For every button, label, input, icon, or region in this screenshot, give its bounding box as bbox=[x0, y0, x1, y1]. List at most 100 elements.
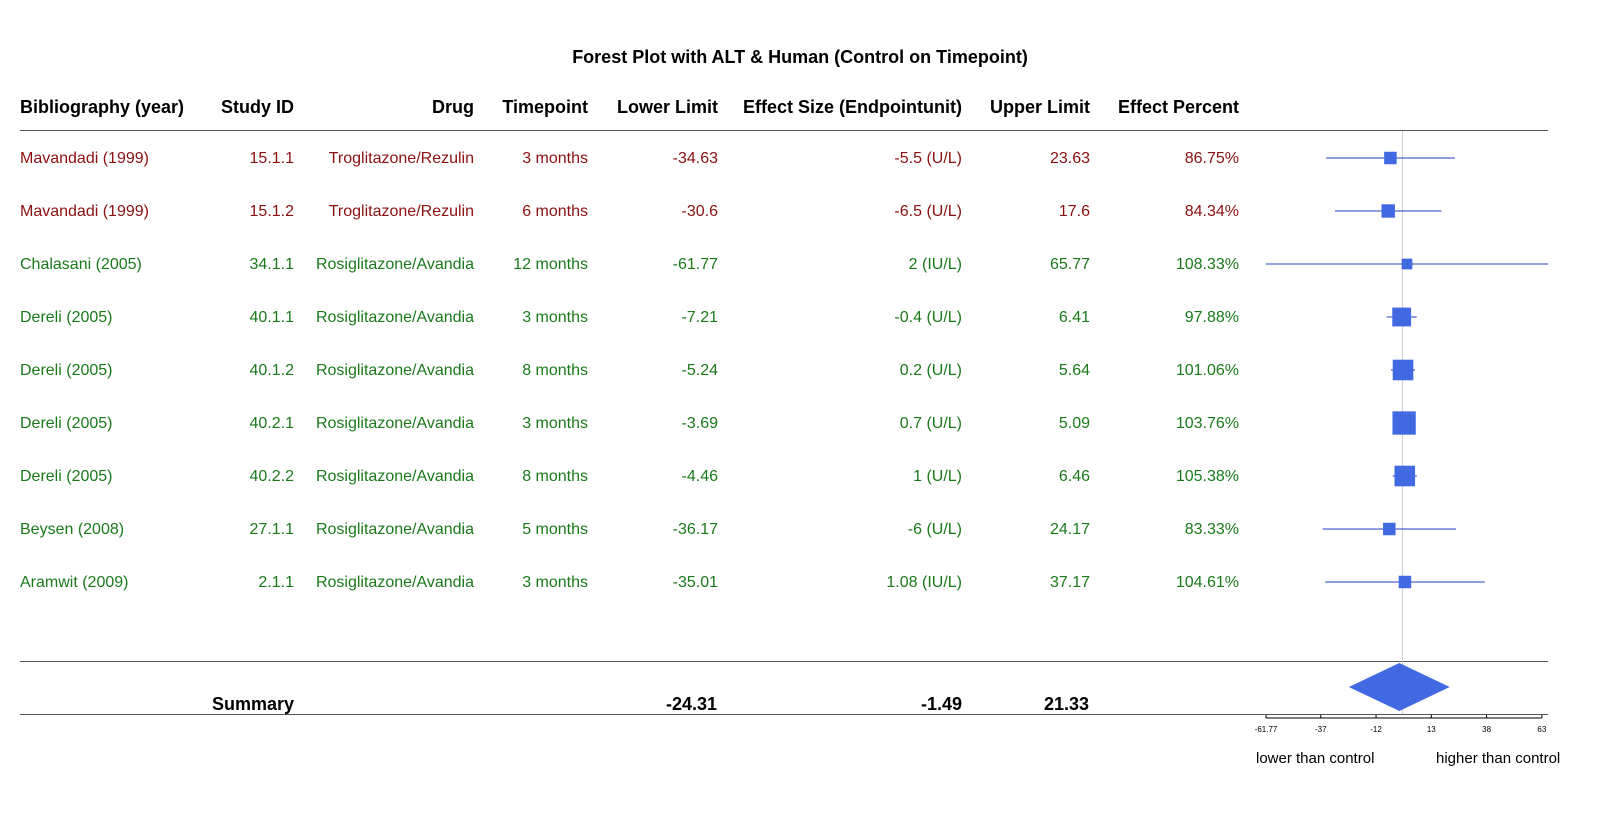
effect-marker bbox=[1394, 465, 1416, 487]
header-lower-limit: Lower Limit bbox=[616, 97, 718, 117]
cell-lower-limit: -34.63 bbox=[672, 150, 718, 167]
cell-upper-limit: 6.46 bbox=[1058, 468, 1090, 485]
cell-bibliography: Dereli (2005) bbox=[20, 468, 113, 485]
cell-lower-limit: -35.01 bbox=[672, 574, 718, 591]
cell-timepoint: 3 months bbox=[522, 574, 588, 591]
cell-study-id: 34.1.1 bbox=[249, 256, 294, 273]
cell-upper-limit: 37.17 bbox=[1049, 574, 1090, 591]
cell-effect-size: -5.5 (U/L) bbox=[894, 150, 962, 167]
cell-lower-limit: -30.6 bbox=[681, 203, 718, 220]
effect-marker bbox=[1392, 307, 1412, 327]
x-tick-label: -37 bbox=[1315, 725, 1327, 734]
summary-diamond bbox=[1348, 663, 1450, 711]
cell-drug: Rosiglitazone/Avandia bbox=[315, 521, 474, 538]
header-bibliography: Bibliography (year) bbox=[20, 97, 185, 117]
effect-marker bbox=[1392, 359, 1414, 381]
chart-title: Forest Plot with ALT & Human (Control on… bbox=[572, 47, 1028, 67]
effect-marker bbox=[1401, 258, 1413, 270]
cell-bibliography: Dereli (2005) bbox=[20, 415, 113, 432]
axis-right-label: higher than control bbox=[1436, 750, 1561, 767]
cell-effect-percent: 97.88% bbox=[1184, 309, 1239, 326]
cell-study-id: 15.1.1 bbox=[249, 150, 294, 167]
x-tick-label: -61.77 bbox=[1255, 725, 1278, 734]
cell-effect-size: 1 (U/L) bbox=[913, 468, 962, 485]
cell-timepoint: 3 months bbox=[522, 309, 588, 326]
cell-timepoint: 5 months bbox=[522, 521, 588, 538]
cell-bibliography: Mavandadi (1999) bbox=[20, 203, 149, 220]
effect-marker bbox=[1384, 151, 1397, 165]
cell-effect-percent: 86.75% bbox=[1184, 150, 1239, 167]
axis-left-label: lower than control bbox=[1256, 750, 1375, 767]
cell-effect-size: 2 (IU/L) bbox=[908, 256, 962, 273]
cell-upper-limit: 17.6 bbox=[1058, 203, 1090, 220]
cell-lower-limit: -7.21 bbox=[681, 309, 718, 326]
summary-effect: -1.49 bbox=[920, 694, 962, 714]
cell-drug: Rosiglitazone/Avandia bbox=[315, 256, 474, 273]
cell-upper-limit: 23.63 bbox=[1049, 150, 1090, 167]
cell-timepoint: 12 months bbox=[513, 256, 588, 273]
cell-effect-size: 0.2 (U/L) bbox=[899, 362, 962, 379]
cell-study-id: 2.1.1 bbox=[258, 574, 294, 591]
cell-study-id: 27.1.1 bbox=[249, 521, 294, 538]
effect-marker bbox=[1383, 522, 1396, 536]
header-upper-limit: Upper Limit bbox=[989, 97, 1090, 117]
cell-effect-percent: 84.34% bbox=[1184, 203, 1239, 220]
cell-effect-size: 1.08 (IU/L) bbox=[886, 574, 962, 591]
cell-bibliography: Chalasani (2005) bbox=[20, 256, 142, 273]
cell-drug: Rosiglitazone/Avandia bbox=[315, 362, 474, 379]
cell-effect-size: -0.4 (U/L) bbox=[894, 309, 962, 326]
cell-lower-limit: -4.46 bbox=[681, 468, 718, 485]
cell-drug: Rosiglitazone/Avandia bbox=[315, 574, 474, 591]
cell-study-id: 15.1.2 bbox=[249, 203, 294, 220]
cell-upper-limit: 5.64 bbox=[1058, 362, 1090, 379]
cell-upper-limit: 6.41 bbox=[1058, 309, 1090, 326]
cell-study-id: 40.1.1 bbox=[249, 309, 294, 326]
header-drug: Drug bbox=[432, 97, 474, 117]
cell-effect-percent: 104.61% bbox=[1175, 574, 1239, 591]
cell-upper-limit: 5.09 bbox=[1058, 415, 1090, 432]
cell-timepoint: 8 months bbox=[522, 362, 588, 379]
cell-lower-limit: -3.69 bbox=[681, 415, 718, 432]
effect-marker bbox=[1381, 204, 1395, 218]
cell-drug: Rosiglitazone/Avandia bbox=[315, 468, 474, 485]
header-divider bbox=[20, 130, 1548, 131]
cell-upper-limit: 24.17 bbox=[1049, 521, 1090, 538]
x-tick-label: 63 bbox=[1537, 725, 1546, 734]
cell-drug: Rosiglitazone/Avandia bbox=[315, 415, 474, 432]
cell-study-id: 40.2.1 bbox=[249, 415, 294, 432]
cell-effect-size: 0.7 (U/L) bbox=[899, 415, 962, 432]
cell-effect-percent: 108.33% bbox=[1175, 256, 1239, 273]
header-effect-percent: Effect Percent bbox=[1117, 97, 1239, 117]
cell-bibliography: Aramwit (2009) bbox=[20, 574, 129, 591]
cell-timepoint: 3 months bbox=[522, 415, 588, 432]
effect-marker bbox=[1392, 411, 1416, 435]
cell-lower-limit: -5.24 bbox=[681, 362, 718, 379]
cell-drug: Rosiglitazone/Avandia bbox=[315, 309, 474, 326]
summary-lower: -24.31 bbox=[665, 694, 717, 714]
cell-timepoint: 8 months bbox=[522, 468, 588, 485]
x-tick-label: -12 bbox=[1370, 725, 1382, 734]
cell-timepoint: 6 months bbox=[522, 203, 588, 220]
cell-lower-limit: -61.77 bbox=[672, 256, 718, 273]
summary-upper: 21.33 bbox=[1043, 694, 1089, 714]
cell-bibliography: Beysen (2008) bbox=[20, 521, 125, 538]
cell-effect-size: -6.5 (U/L) bbox=[894, 203, 962, 220]
summary-label: Summary bbox=[211, 694, 294, 714]
cell-drug: Troglitazone/Rezulin bbox=[328, 150, 474, 167]
cell-effect-size: -6 (U/L) bbox=[907, 521, 962, 538]
cell-effect-percent: 105.38% bbox=[1175, 468, 1239, 485]
cell-bibliography: Dereli (2005) bbox=[20, 362, 113, 379]
cell-study-id: 40.1.2 bbox=[249, 362, 294, 379]
cell-lower-limit: -36.17 bbox=[672, 521, 718, 538]
cell-study-id: 40.2.2 bbox=[249, 468, 294, 485]
x-tick-label: 38 bbox=[1482, 725, 1491, 734]
cell-effect-percent: 103.76% bbox=[1175, 415, 1239, 432]
summary-top-divider bbox=[20, 661, 1548, 662]
summary-bottom-divider bbox=[20, 714, 1548, 715]
cell-drug: Troglitazone/Rezulin bbox=[328, 203, 474, 220]
header-effect-size: Effect Size (Endpointunit) bbox=[743, 97, 962, 117]
effect-marker bbox=[1398, 575, 1412, 589]
cell-bibliography: Mavandadi (1999) bbox=[20, 150, 149, 167]
cell-effect-percent: 83.33% bbox=[1184, 521, 1239, 538]
